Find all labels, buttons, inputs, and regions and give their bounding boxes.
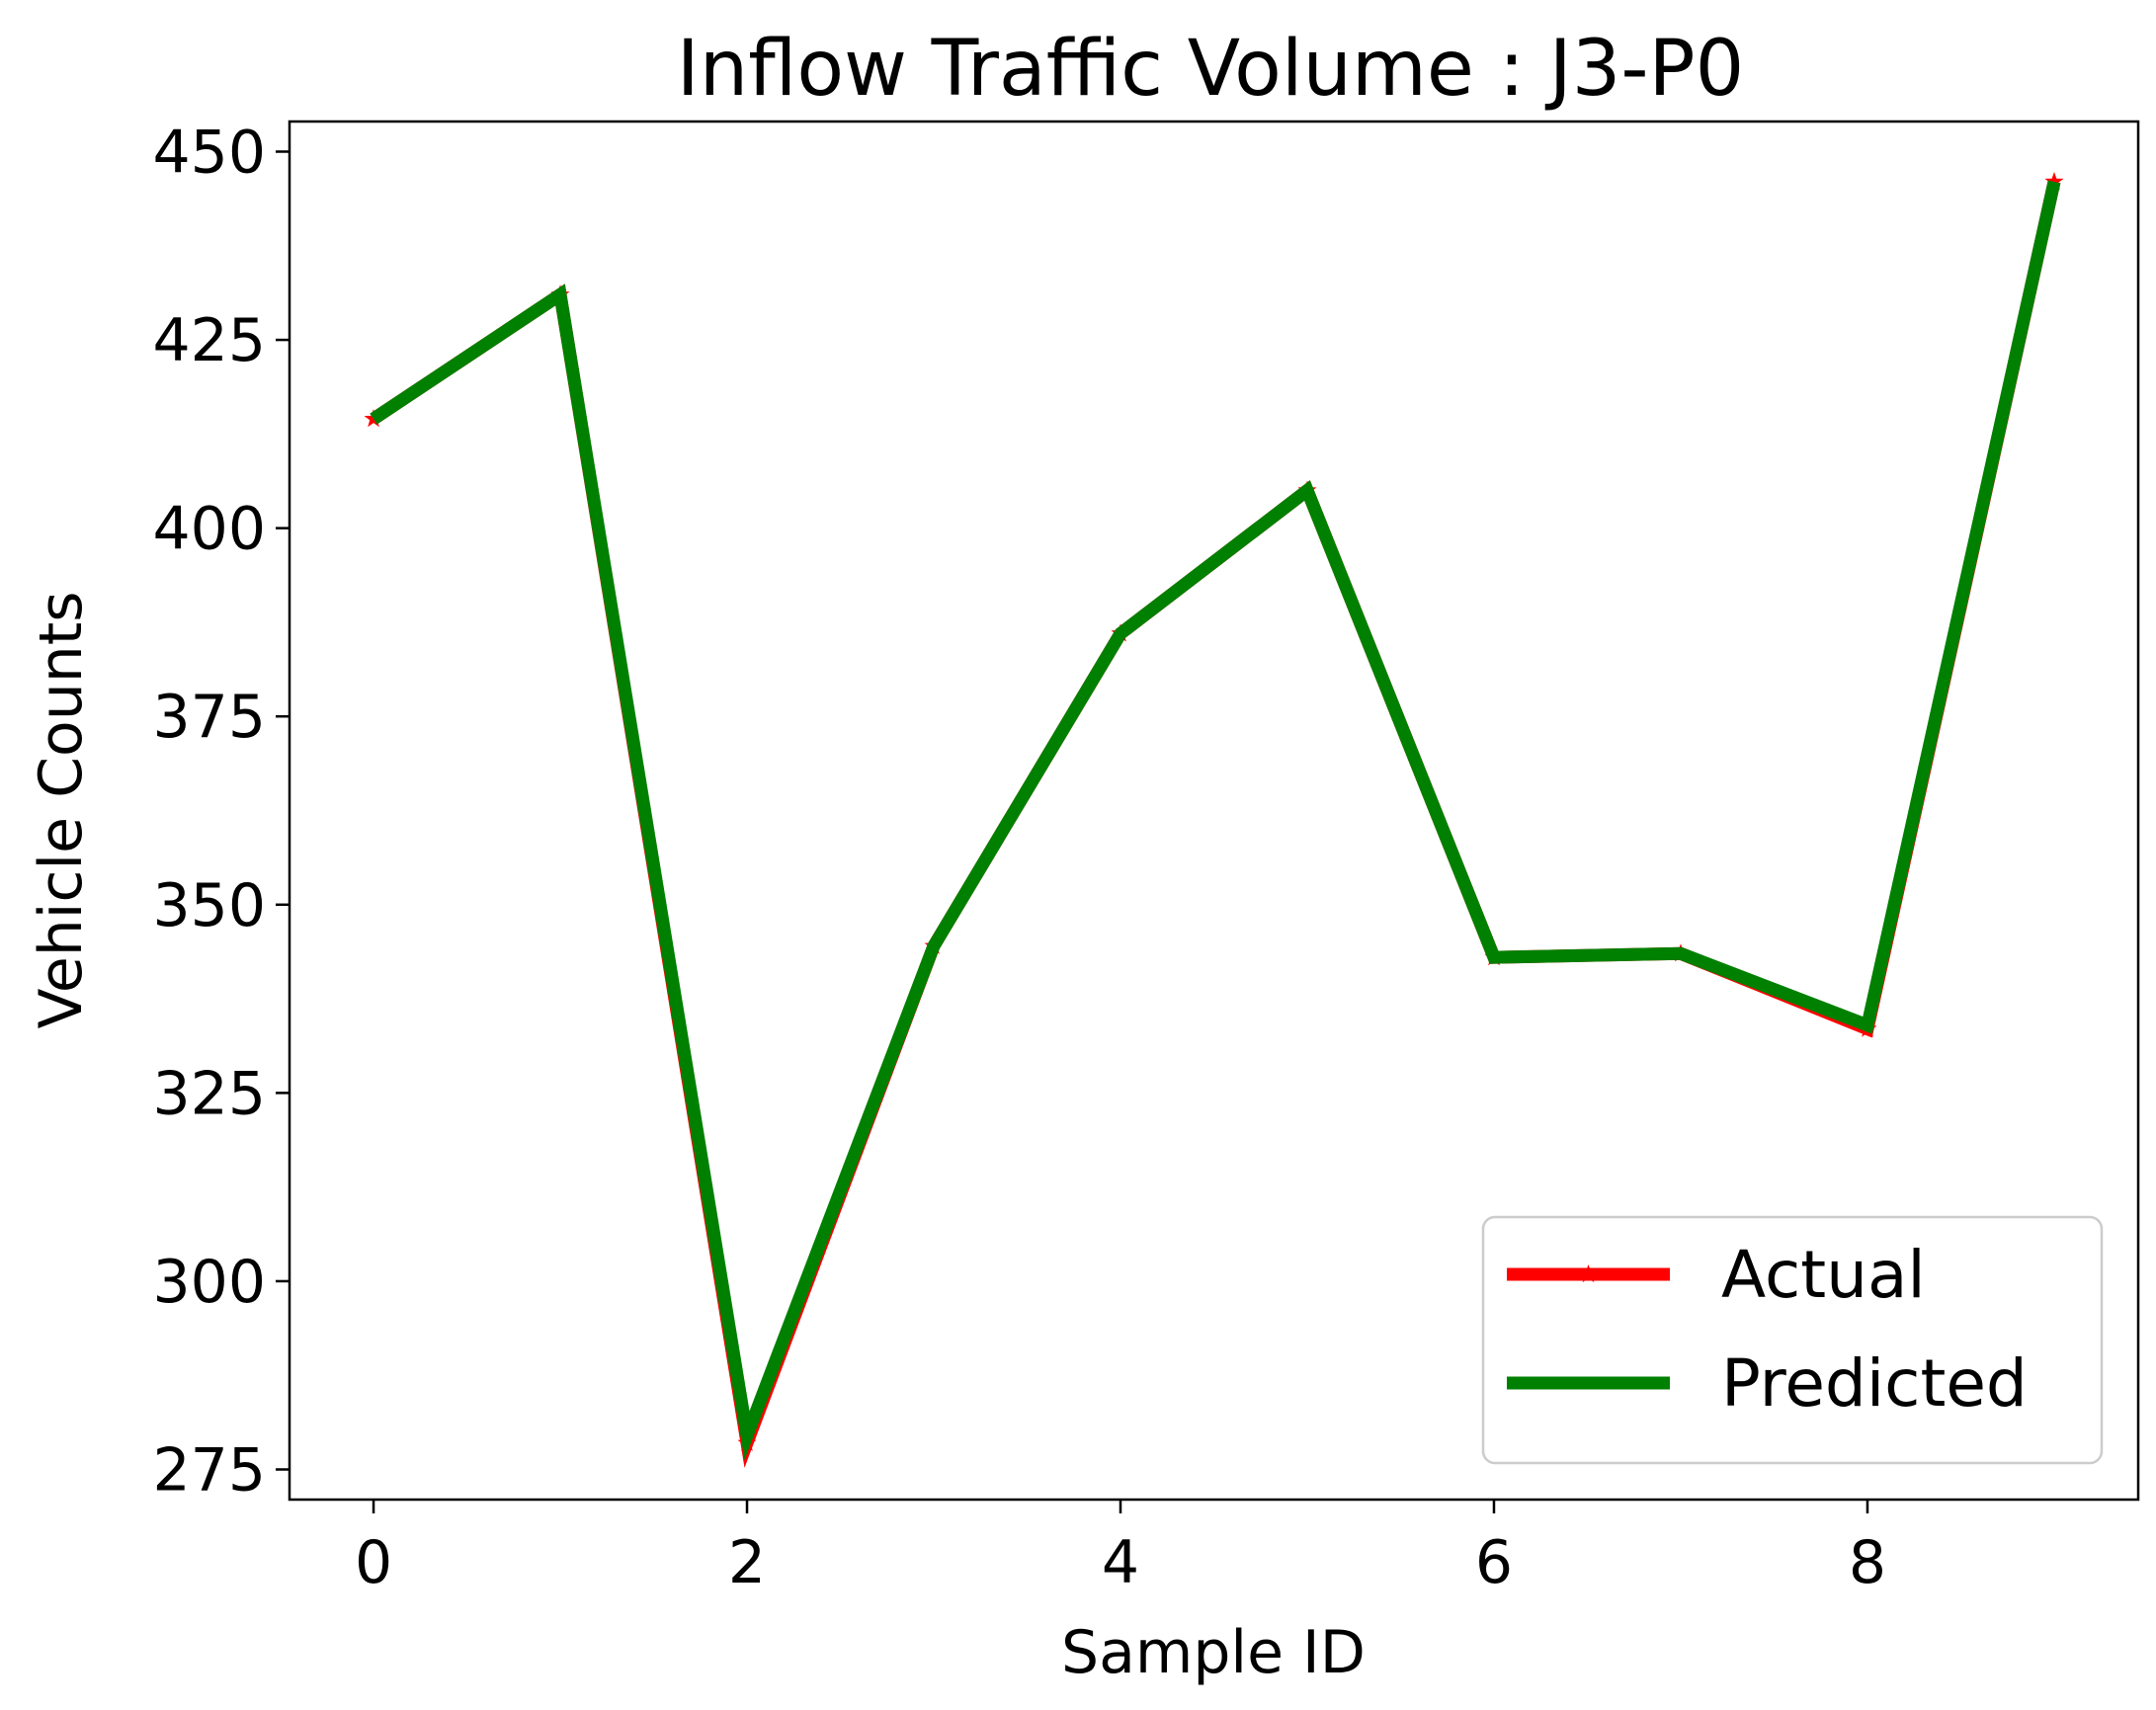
- y-tick-label: 400: [152, 495, 266, 564]
- legend-label: Predicted: [1721, 1345, 2028, 1422]
- y-tick-label: 375: [152, 683, 266, 752]
- x-tick-label: 4: [1102, 1528, 1139, 1597]
- x-axis-title: Sample ID: [1061, 1618, 1366, 1687]
- y-tick-label: 300: [152, 1248, 266, 1317]
- y-tick-label: 350: [152, 871, 266, 940]
- y-axis: 275 300 325 350 375 400 425 450: [152, 118, 290, 1506]
- series-line: [370, 180, 2061, 1461]
- legend-marker: [1579, 1264, 1598, 1283]
- data-point: [2044, 172, 2064, 191]
- y-tick-label: 450: [152, 118, 266, 187]
- legend: Actual Predicted: [1481, 1215, 2104, 1465]
- legend-item: Actual: [1507, 1237, 1926, 1313]
- series-predicted: [370, 180, 2061, 1461]
- legend-label: Actual: [1721, 1237, 1926, 1313]
- x-tick-label: 6: [1475, 1528, 1513, 1597]
- x-axis: 0 2 4 6 8: [355, 1500, 1886, 1597]
- x-tick-label: 8: [1849, 1528, 1886, 1597]
- y-tick-label: 425: [152, 306, 266, 375]
- x-tick-label: 2: [728, 1528, 766, 1597]
- chart-title: Inflow Traffic Volume : J3-P0: [677, 25, 1744, 114]
- y-axis-title: Vehicle Counts: [27, 591, 96, 1028]
- plot-frame: [288, 120, 2140, 1502]
- y-tick-label: 275: [152, 1436, 266, 1506]
- plot-area: [364, 172, 2064, 1468]
- legend-item: Predicted: [1507, 1345, 2028, 1422]
- y-tick-label: 325: [152, 1059, 266, 1128]
- legend-entries: Actual Predicted: [1507, 1237, 2028, 1422]
- x-tick-label: 0: [355, 1528, 392, 1597]
